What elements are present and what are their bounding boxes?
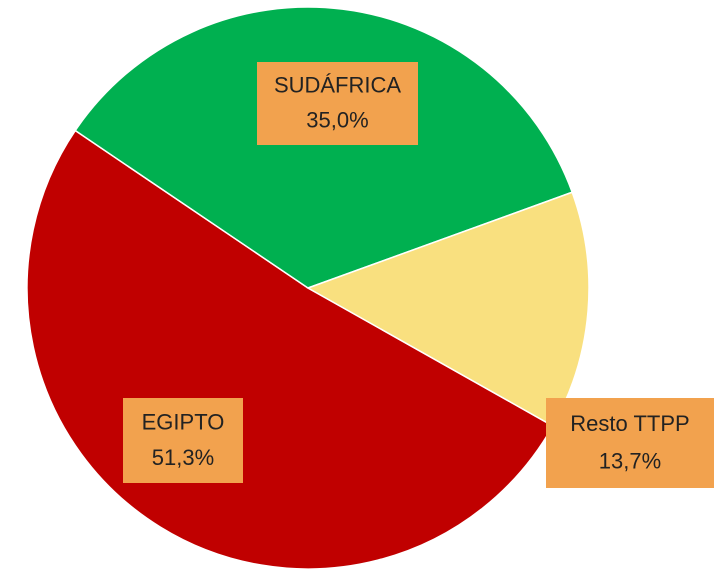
value-label: 35,0% [306, 108, 368, 133]
label-box [123, 398, 243, 483]
category-label: Resto TTPP [570, 411, 689, 436]
value-label: 13,7% [599, 449, 661, 474]
pie-slice [74, 6, 574, 289]
label-box [257, 62, 418, 145]
label-box [546, 398, 714, 488]
value-label: 51,3% [152, 445, 214, 470]
category-label: EGIPTO [142, 409, 225, 434]
category-label: SUDÁFRICA [274, 73, 401, 98]
